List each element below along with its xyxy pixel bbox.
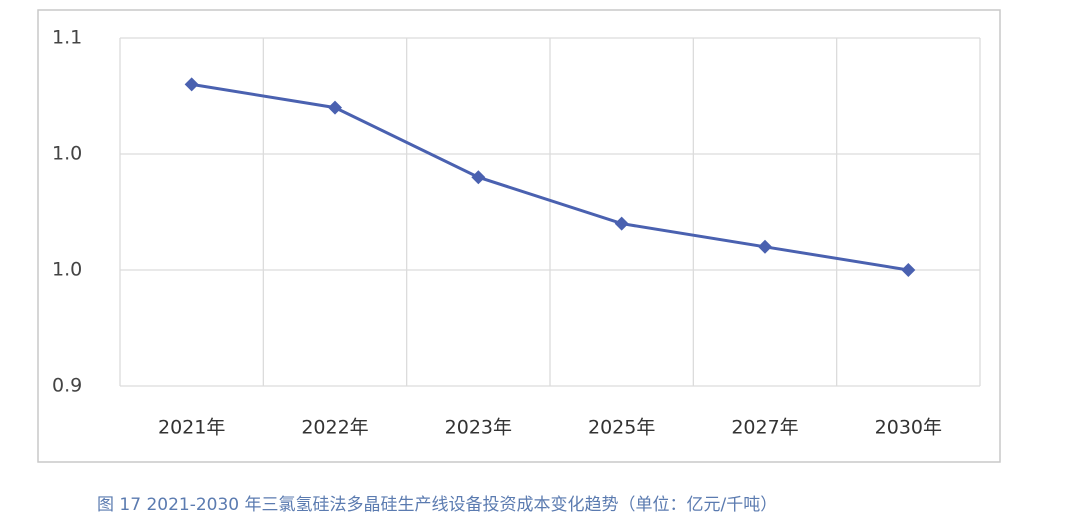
- marker: [184, 77, 199, 92]
- y-tick-label: 0.9: [52, 375, 82, 397]
- x-tick-label: 2025年: [588, 417, 655, 439]
- caption: 图 17 2021-2030 年三氯氢硅法多晶硅生产线设备投资成本变化趋势（单位…: [97, 495, 777, 515]
- x-tick-label: 2030年: [875, 417, 942, 439]
- marker: [758, 239, 772, 254]
- line: [191, 82, 909, 272]
- x-tick-label: 2021年: [158, 417, 225, 439]
- x-tick-label: 2027年: [731, 417, 798, 439]
- marker: [614, 216, 629, 231]
- marker: [328, 100, 342, 115]
- y-tick-label: 1.1: [52, 27, 82, 49]
- chart-frame: [37, 9, 1001, 463]
- x-tick-label: 2022年: [301, 417, 368, 439]
- marker: [471, 170, 486, 185]
- marker: [901, 263, 916, 277]
- y-tick-label: 1.0: [52, 259, 82, 281]
- x-tick-label: 2023年: [445, 417, 512, 439]
- y-tick-label: 1.0: [52, 143, 82, 165]
